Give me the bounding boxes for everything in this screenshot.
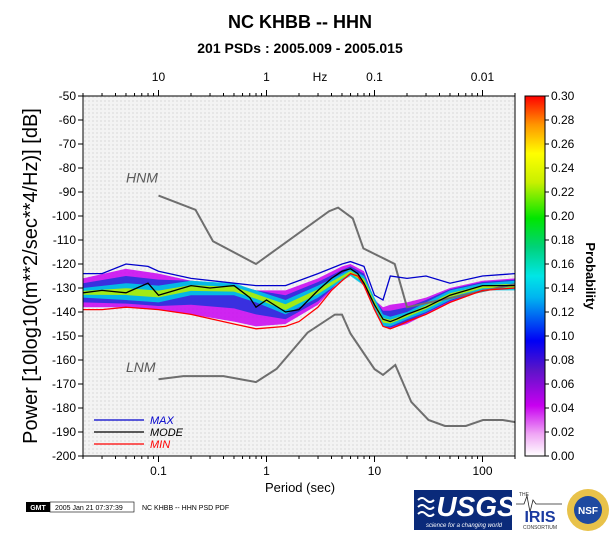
x2-tick-label: 1 [263,70,270,84]
legend: MAX MODE MIN [94,415,184,451]
colorbar-tick-label: 0.24 [551,161,575,175]
y-tick-label: -190 [52,425,76,439]
y-tick-label: -200 [52,449,76,463]
iris-consortium: CONSORTIUM [523,525,557,531]
y-tick-label: -150 [52,329,76,343]
plot-content [83,194,515,427]
usgs-tagline: science for a changing world [426,523,503,529]
mode-line [83,268,515,323]
y-tick-label: -60 [59,113,77,127]
y-tick-label: -120 [52,257,76,271]
colorbar-tick-label: 0.12 [551,305,575,319]
colorbar-tick-label: 0.22 [551,185,575,199]
usgs-wordmark: USGS [436,491,516,522]
legend-max-label: MAX [150,415,175,427]
hnm-curve [158,194,515,309]
x-axis-label: Period (sec) [265,480,335,495]
x2-tick-label: 0.01 [471,70,495,84]
seismogram-icon [516,494,562,513]
y-tick-label: -50 [59,89,77,103]
colorbar-tick-label: 0.26 [551,137,575,151]
footer-timestamp: 2005 Jan 21 07:37:39 [55,505,123,512]
usgs-logo: USGS science for a changing world [414,490,516,530]
x2-tick-label: 0.1 [366,70,383,84]
y-tick-label: -90 [59,185,77,199]
y-tick-label: -110 [53,233,76,247]
x-tick-label: 100 [472,464,492,478]
usgs-waves-icon [417,497,435,517]
colorbar-tick-label: 0.04 [551,401,575,415]
y-tick-label: -130 [52,281,76,295]
colorbar-tick-label: 0.20 [551,209,575,223]
gmt-badge: GMT 2005 Jan 21 07:37:39 [26,501,135,513]
x-tick-label: 10 [368,464,382,478]
y-tick-label: -70 [59,137,77,151]
y-tick-label: -140 [52,305,76,319]
y-tick-label: -80 [59,161,77,175]
chart-subtitle: 201 PSDs : 2005.009 - 2005.015 [197,40,403,56]
colorbar-tick-label: 0.02 [551,425,575,439]
hnm-label: HNM [126,169,158,185]
colorbar-tick-label: 0.30 [551,89,575,103]
colorbar-tick-label: 0.06 [551,377,575,391]
x-tick-label: 0.1 [150,464,167,478]
legend-min-label: MIN [150,439,170,451]
gmt-label: GMT [30,505,46,512]
colorbar-tick-label: 0.00 [551,449,575,463]
nsf-logo: NSF [567,489,609,531]
colorbar-tick-label: 0.28 [551,113,575,127]
y-axis-label: Power [10log10(m**2/sec**4/Hz)] [dB] [20,108,42,444]
y-tick-label: -170 [52,377,76,391]
iris-wordmark: IRIS [524,509,555,526]
colorbar-tick-label: 0.16 [551,257,575,271]
colorbar [524,95,546,457]
colorbar-tick-label: 0.18 [551,233,575,247]
colorbar-tick-label: 0.08 [551,353,575,367]
nsf-wordmark: NSF [578,506,598,517]
legend-mode-label: MODE [150,427,184,439]
pdf-density-core [83,268,515,327]
colorbar-tick-label: 0.10 [551,329,575,343]
min-line [83,272,515,330]
top-axis-label: Hz [313,70,328,84]
y-tick-label: -160 [52,353,76,367]
iris-logo: THE IRIS CONSORTIUM [516,492,562,531]
iris-the: THE [519,492,530,498]
x-tick-label: 1 [263,464,270,478]
max-line [83,260,515,301]
y-tick-label: -100 [52,209,76,223]
y-tick-label: -180 [52,401,76,415]
lnm-curve [158,313,515,427]
x2-tick-label: 10 [152,70,166,84]
chart-title: NC KHBB -- HHN [228,12,372,32]
footer-caption: NC KHBB -- HHN PSD PDF [142,505,229,512]
colorbar-label: Probability [583,242,598,310]
lnm-label: LNM [126,359,156,375]
colorbar-tick-label: 0.14 [551,281,575,295]
